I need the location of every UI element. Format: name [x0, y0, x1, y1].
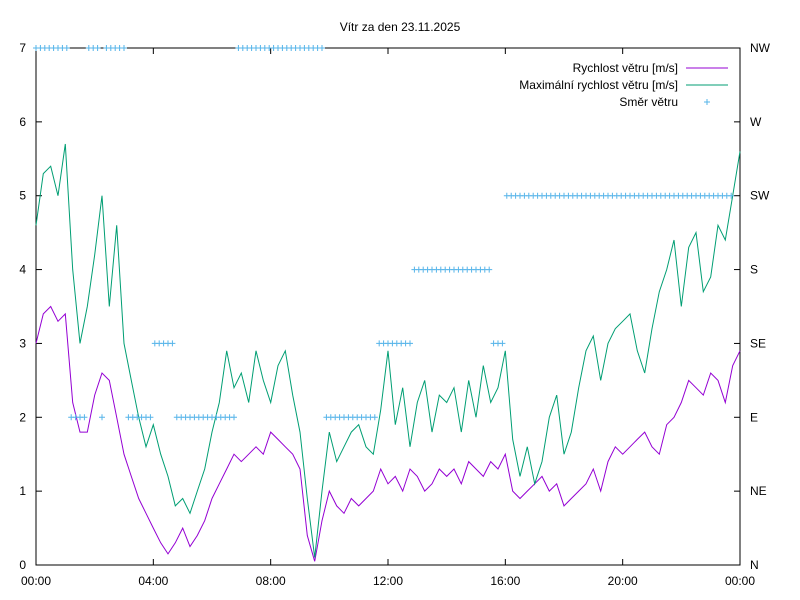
- direction-point: [231, 414, 237, 421]
- y-tick-label: 7: [19, 41, 26, 55]
- y-axis: 0 1 2 3 4 5 6 7: [19, 41, 42, 572]
- x-axis: 00:00 04:00 08:00 12:00 16:00 20:00 00:00: [21, 48, 755, 588]
- legend-label: Maximální rychlost větru [m/s]: [519, 78, 678, 92]
- x-tick-label: 08:00: [256, 574, 286, 588]
- y-tick-label: 2: [19, 410, 26, 424]
- legend-label: Směr větru: [619, 95, 678, 109]
- x-tick-label: 20:00: [608, 574, 638, 588]
- y2-tick-label: E: [750, 410, 758, 424]
- direction-point: [63, 45, 70, 51]
- x-tick-label: 04:00: [138, 574, 168, 588]
- y2-tick-label: NE: [750, 484, 767, 498]
- y2-tick-label: SW: [750, 189, 770, 203]
- chart-title: Vítr za den 23.11.2025: [340, 20, 461, 34]
- direction-point: [169, 340, 176, 347]
- y2-tick-label: N: [750, 558, 759, 572]
- direction-point: [319, 45, 325, 51]
- y2-axis: N NE E SE S SW W NW: [734, 41, 771, 572]
- x-tick-label: 00:00: [725, 574, 755, 588]
- y-tick-label: 5: [19, 189, 26, 203]
- direction-point: [728, 192, 735, 199]
- legend-marker: [704, 99, 710, 105]
- y-tick-label: 1: [19, 484, 26, 498]
- direction-point: [371, 414, 378, 421]
- series-layer: [33, 45, 741, 562]
- legend: Rychlost větru [m/s] Maximální rychlost v…: [519, 61, 728, 109]
- series-max-wind-speed: [35, 143, 741, 558]
- direction-point: [147, 414, 154, 421]
- y2-tick-label: NW: [750, 41, 771, 55]
- y-tick-label: 6: [19, 115, 26, 129]
- direction-point: [486, 266, 493, 273]
- y2-tick-label: S: [750, 263, 758, 277]
- y-tick-label: 0: [19, 558, 26, 572]
- direction-point: [121, 45, 127, 51]
- y-tick-label: 3: [19, 336, 26, 350]
- x-tick-label: 12:00: [373, 574, 403, 588]
- direction-point: [94, 45, 101, 51]
- direction-point: [499, 340, 506, 347]
- y2-tick-label: W: [750, 115, 762, 129]
- series-wind-speed: [35, 305, 741, 562]
- direction-point: [99, 414, 105, 421]
- direction-point: [81, 414, 88, 421]
- legend-label: Rychlost větru [m/s]: [573, 61, 678, 75]
- x-tick-label: 00:00: [21, 574, 51, 588]
- plot-frame: [35, 47, 741, 566]
- x-tick-label: 16:00: [490, 574, 520, 588]
- y-tick-label: 4: [19, 263, 26, 277]
- y2-tick-label: SE: [750, 336, 766, 350]
- direction-point: [407, 340, 413, 347]
- series-wind-direction: [33, 45, 735, 421]
